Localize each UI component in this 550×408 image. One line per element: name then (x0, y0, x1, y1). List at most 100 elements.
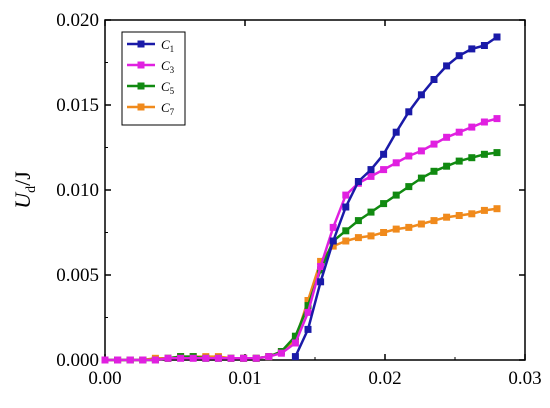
legend-marker (137, 82, 145, 90)
data-point (367, 232, 375, 240)
data-point (480, 118, 488, 126)
x-tick-label: 0.02 (368, 368, 401, 389)
data-point (252, 354, 260, 362)
y-axis: 0.000 0.005 0.010 0.015 0.020 (56, 10, 525, 371)
data-point (480, 206, 488, 214)
series-C3 (101, 115, 501, 364)
data-point (317, 257, 325, 265)
legend: C1 C3 C5 C7 (121, 31, 186, 126)
data-point (380, 166, 388, 174)
data-point (392, 128, 400, 136)
data-point (468, 210, 476, 218)
data-point (317, 263, 325, 270)
data-point (114, 356, 122, 364)
data-point (367, 166, 375, 174)
data-point (468, 123, 476, 131)
data-point (417, 147, 425, 155)
y-tick-label: 0.020 (56, 10, 99, 31)
legend-marker (137, 103, 145, 111)
data-point (342, 237, 350, 245)
y-tick-label: 0.010 (56, 180, 99, 201)
data-point (480, 150, 488, 158)
y-tick-label: 0.005 (56, 265, 99, 286)
data-point (367, 208, 375, 216)
data-point (430, 167, 438, 175)
data-point (392, 225, 400, 233)
data-point (342, 191, 350, 199)
legend-label: C5 (161, 79, 175, 96)
x-tick-label: 0.01 (228, 368, 261, 389)
data-point (455, 128, 463, 136)
data-point (455, 52, 463, 60)
x-tick-label: 0.03 (508, 368, 541, 389)
series-layer (101, 33, 501, 364)
data-point (468, 45, 476, 53)
data-point (240, 354, 248, 362)
data-point (265, 353, 273, 361)
data-point (151, 356, 159, 364)
data-point (430, 140, 438, 148)
data-point (304, 325, 312, 333)
data-point (202, 354, 210, 362)
y-tick-label: 0.000 (56, 350, 99, 371)
data-point (392, 159, 400, 167)
data-point (126, 356, 134, 364)
series-C1 (291, 33, 501, 361)
data-point (405, 108, 413, 116)
legend-box (121, 31, 186, 126)
data-point (380, 150, 388, 158)
data-point (443, 133, 451, 141)
data-point (417, 91, 425, 99)
data-point (493, 149, 501, 157)
data-point (329, 223, 337, 231)
data-point (443, 62, 451, 70)
data-point (291, 353, 299, 361)
data-point (291, 332, 299, 340)
data-point (227, 354, 235, 362)
data-point (392, 191, 400, 199)
data-point (380, 229, 388, 236)
data-point (455, 157, 463, 165)
legend-item-C3: C3 (127, 58, 175, 75)
y-axis-title: Ud/J (10, 171, 39, 209)
data-point (380, 200, 388, 208)
data-point (214, 354, 222, 362)
data-point (405, 183, 413, 191)
data-point (342, 203, 350, 211)
y-tick-label: 0.015 (56, 95, 99, 116)
data-point (430, 217, 438, 225)
data-point (304, 308, 312, 316)
data-point (455, 212, 463, 219)
data-point (367, 172, 375, 180)
data-point (468, 154, 476, 162)
data-point (493, 33, 501, 41)
x-axis: 0.00 0.01 0.02 0.03 (88, 20, 542, 389)
series-C7 (101, 205, 501, 364)
data-point (480, 42, 488, 49)
legend-item-C7: C7 (127, 100, 175, 117)
series-line-C7 (105, 207, 498, 362)
data-point (304, 302, 312, 310)
x-tick-label: 0.00 (88, 368, 121, 389)
data-point (430, 76, 438, 83)
data-point (329, 242, 337, 250)
data-point (317, 278, 325, 286)
legend-label: C1 (161, 37, 174, 54)
legend-marker (137, 40, 145, 48)
legend-label: C3 (161, 58, 175, 75)
data-point (493, 115, 501, 123)
data-point (139, 356, 147, 364)
data-point (189, 354, 197, 362)
legend-marker (137, 61, 145, 69)
legend-label: C7 (161, 100, 175, 117)
data-point (354, 217, 362, 225)
data-point (443, 213, 451, 221)
data-point (101, 356, 109, 364)
data-point (304, 297, 312, 304)
data-point (493, 205, 501, 213)
data-point (417, 174, 425, 182)
data-point (405, 223, 413, 231)
data-point (329, 237, 337, 245)
data-point (342, 227, 350, 235)
